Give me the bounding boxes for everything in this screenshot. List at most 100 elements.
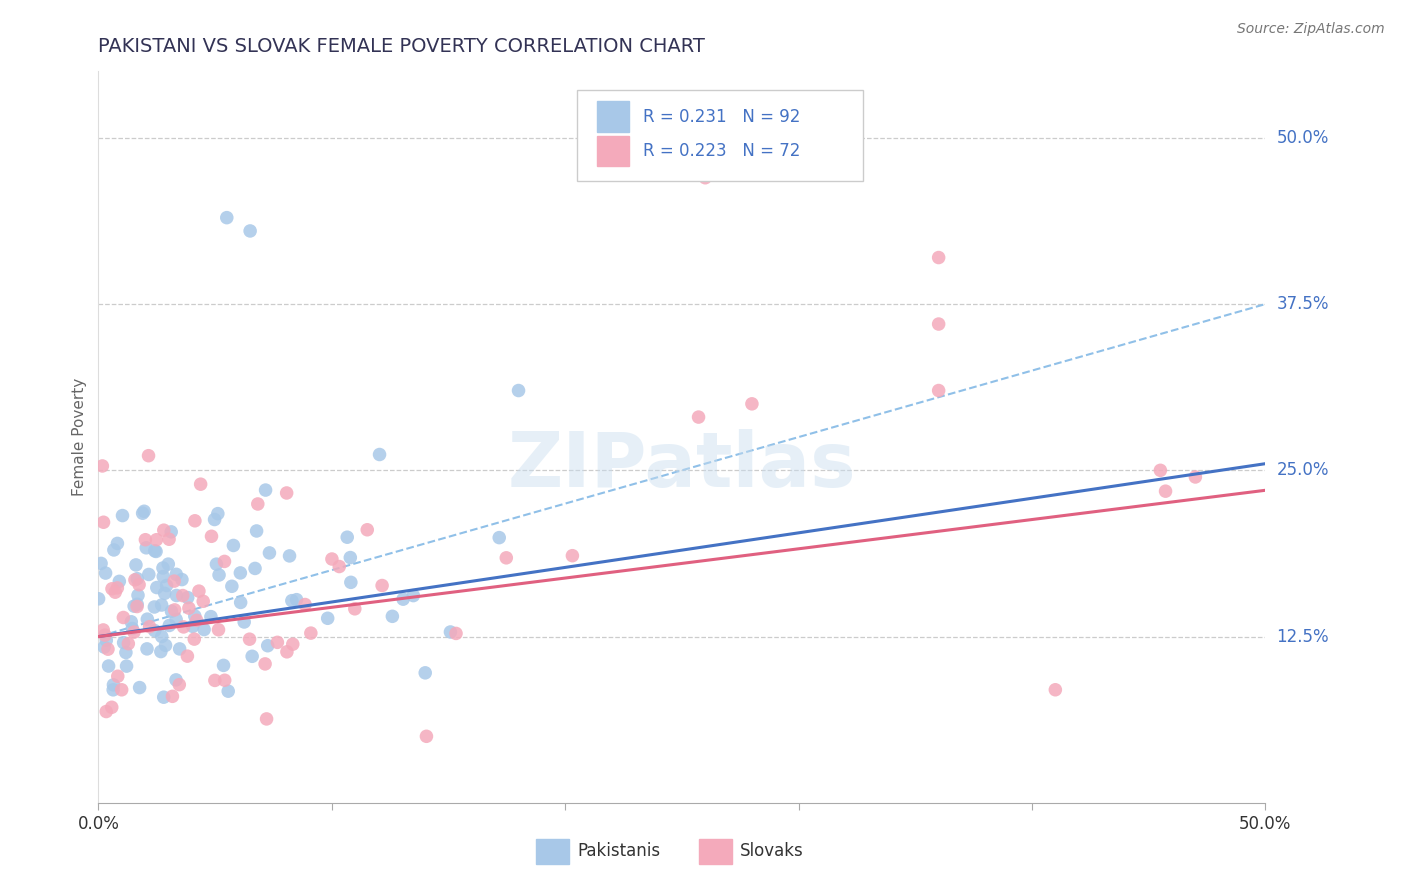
Point xyxy=(214,673,236,688)
Point xyxy=(93,515,115,529)
Point xyxy=(120,615,142,629)
Point xyxy=(128,681,150,695)
Point xyxy=(221,579,243,593)
Point xyxy=(111,508,134,523)
Point xyxy=(101,582,124,596)
Y-axis label: Female Poverty: Female Poverty xyxy=(72,378,87,496)
Point xyxy=(100,700,122,714)
Point xyxy=(138,620,160,634)
Point xyxy=(107,536,129,550)
Point xyxy=(122,625,145,640)
Point xyxy=(238,632,260,647)
Point xyxy=(259,546,281,560)
Point xyxy=(104,585,127,599)
Point xyxy=(266,635,288,649)
Point xyxy=(184,609,207,624)
Text: Source: ZipAtlas.com: Source: ZipAtlas.com xyxy=(1237,22,1385,37)
Text: 50.0%: 50.0% xyxy=(1277,128,1329,147)
Point xyxy=(488,531,510,545)
Point xyxy=(381,609,404,624)
Point xyxy=(181,619,204,633)
Point xyxy=(117,637,139,651)
Point xyxy=(256,712,278,726)
Text: 25.0%: 25.0% xyxy=(1277,461,1329,479)
Point xyxy=(177,601,200,615)
Point xyxy=(439,625,461,640)
Point xyxy=(212,658,235,673)
Text: Pakistanis: Pakistanis xyxy=(576,842,659,860)
Point xyxy=(217,684,239,698)
Point xyxy=(150,598,173,612)
Point xyxy=(215,211,238,225)
Point xyxy=(136,641,159,656)
Point xyxy=(204,673,226,688)
Point xyxy=(112,635,135,649)
Point xyxy=(928,384,950,398)
Text: 37.5%: 37.5% xyxy=(1277,295,1329,313)
Point xyxy=(508,384,530,398)
Point xyxy=(165,673,187,687)
Point xyxy=(112,610,135,624)
Point xyxy=(254,483,277,497)
Point xyxy=(281,637,304,651)
Point xyxy=(91,623,114,637)
Point xyxy=(163,574,186,588)
Point xyxy=(134,533,156,547)
Point xyxy=(143,599,166,614)
Point xyxy=(243,561,266,575)
Point xyxy=(93,640,115,654)
Point xyxy=(105,581,128,595)
Point xyxy=(343,602,366,616)
Point xyxy=(229,566,252,580)
Point xyxy=(146,581,169,595)
Point xyxy=(145,533,167,547)
Point xyxy=(127,588,149,602)
Point xyxy=(91,458,114,473)
Point xyxy=(115,659,138,673)
Point xyxy=(193,594,215,608)
Point xyxy=(136,612,159,626)
Point xyxy=(90,557,112,571)
Point xyxy=(229,595,252,609)
Point xyxy=(695,170,717,185)
Point xyxy=(143,543,166,558)
Point xyxy=(96,705,118,719)
Point xyxy=(134,504,156,518)
FancyBboxPatch shape xyxy=(596,136,630,167)
Point xyxy=(200,529,222,543)
Point xyxy=(336,530,359,544)
Point xyxy=(160,604,183,618)
Point xyxy=(96,633,118,648)
Point xyxy=(214,554,236,568)
Point xyxy=(340,575,363,590)
Point xyxy=(183,632,205,646)
Point xyxy=(561,549,583,563)
Point xyxy=(339,550,361,565)
Point xyxy=(150,630,173,644)
Point xyxy=(152,690,174,705)
Point xyxy=(155,638,177,652)
Point xyxy=(131,506,153,520)
Point xyxy=(177,591,200,605)
Point xyxy=(402,589,425,603)
Point xyxy=(87,591,110,606)
Point xyxy=(107,669,129,683)
Point xyxy=(152,561,174,575)
Point xyxy=(145,544,167,558)
Point xyxy=(208,568,231,582)
FancyBboxPatch shape xyxy=(536,838,568,864)
Point xyxy=(149,644,172,658)
Point xyxy=(155,578,177,592)
Point xyxy=(928,251,950,265)
Point xyxy=(368,448,391,462)
Point xyxy=(276,645,298,659)
Point xyxy=(165,567,187,582)
Point xyxy=(190,477,212,491)
Point xyxy=(207,507,229,521)
Point xyxy=(688,410,710,425)
Point xyxy=(128,577,150,591)
Point xyxy=(125,599,148,614)
Text: PAKISTANI VS SLOVAK FEMALE POVERTY CORRELATION CHART: PAKISTANI VS SLOVAK FEMALE POVERTY CORRE… xyxy=(98,37,706,56)
Point xyxy=(207,623,229,637)
Point xyxy=(299,626,322,640)
